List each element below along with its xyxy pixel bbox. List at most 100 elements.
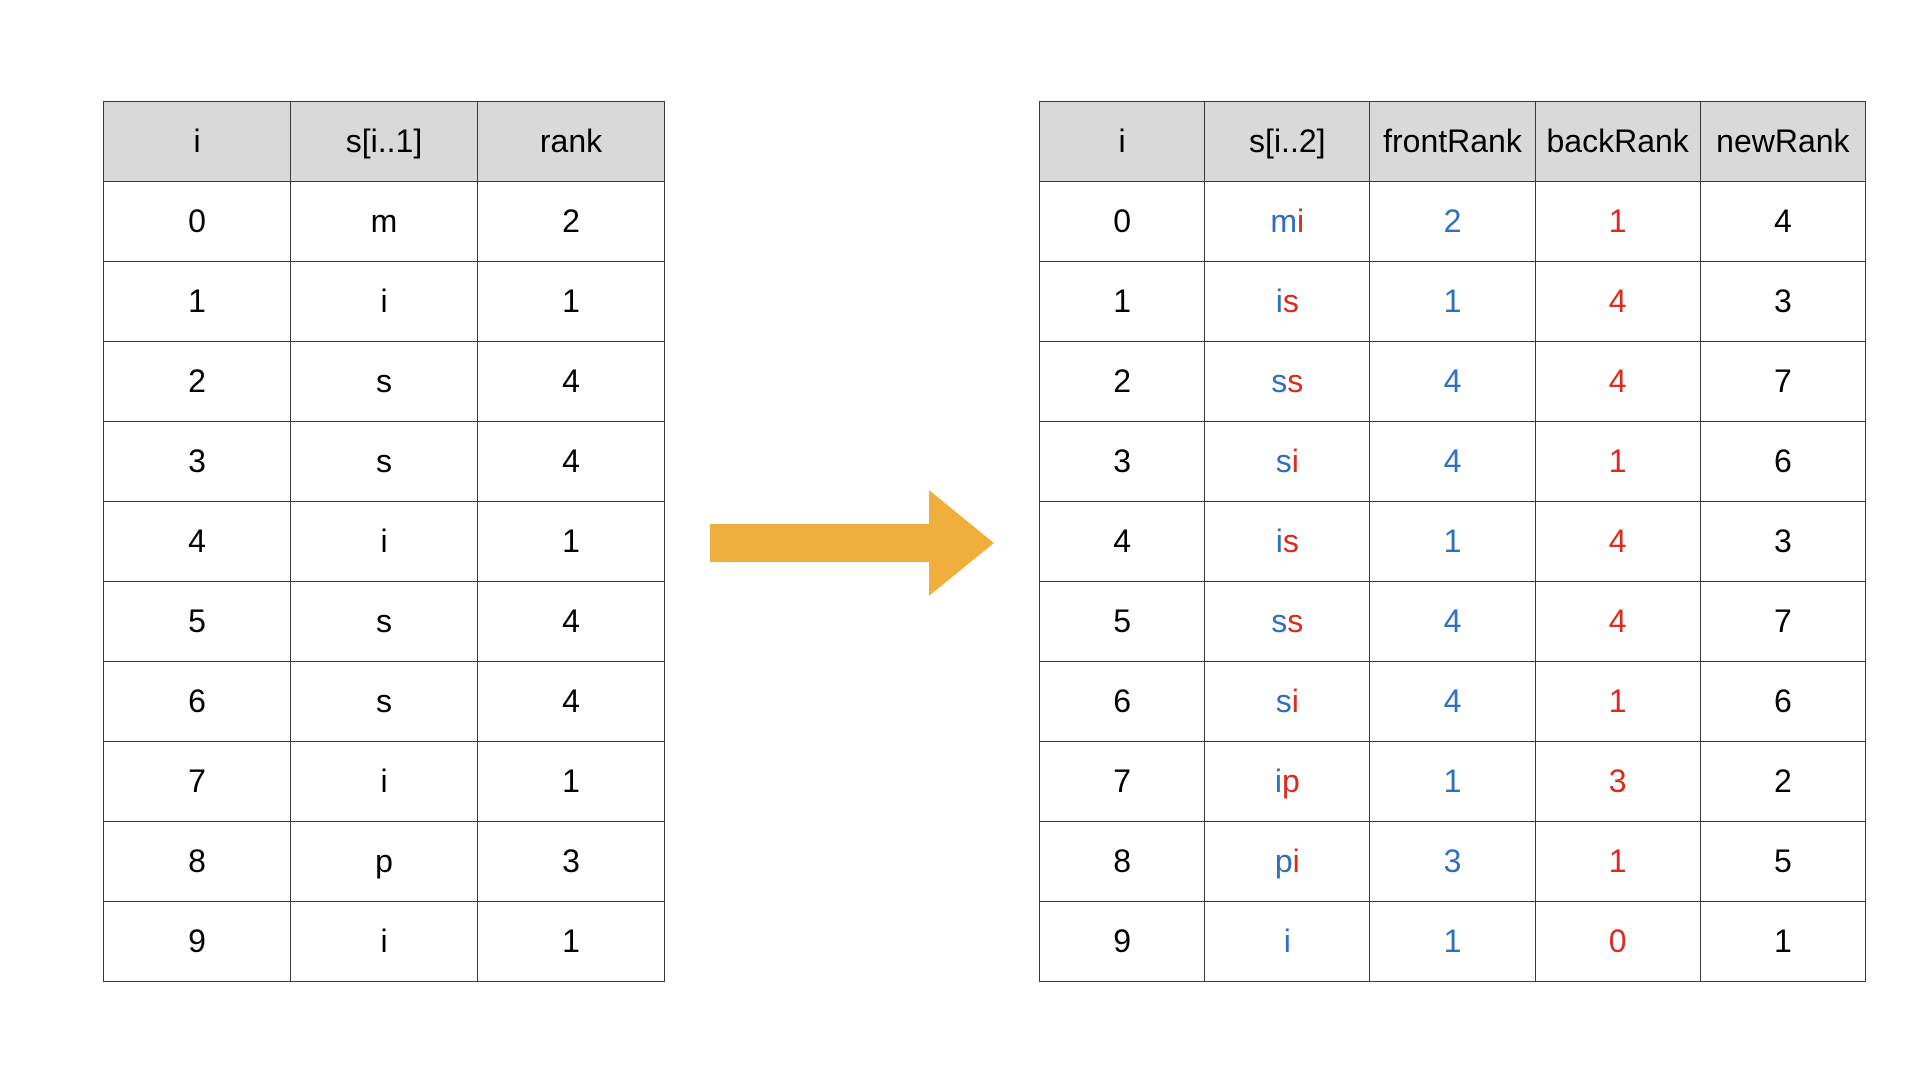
back-char: s	[1282, 283, 1299, 319]
front-rank-cell: 4	[1369, 581, 1536, 662]
substring-cell: is	[1204, 261, 1371, 342]
index-cell: 9	[103, 901, 291, 982]
index-cell: 6	[103, 661, 291, 742]
substring-cell: ss	[1204, 341, 1371, 422]
table-header-row: i s[i..2] frontRank backRank newRank	[1038, 101, 1866, 182]
index-cell: 3	[1038, 421, 1206, 502]
back-rank-cell: 1	[1534, 421, 1701, 502]
back-char: s	[1282, 523, 1299, 559]
substring-cell: s	[290, 661, 478, 742]
table-row: 6 si 4 1 6	[1038, 661, 1866, 742]
new-rank-cell: 3	[1699, 261, 1866, 342]
rank-cell: 3	[477, 821, 665, 902]
back-char: s	[1287, 363, 1304, 399]
table-row: 0 mi 2 1 4	[1038, 181, 1866, 262]
new-rank-cell: 6	[1699, 661, 1866, 742]
front-char: s	[1275, 443, 1292, 479]
rank-cell: 1	[477, 501, 665, 582]
substring-cell: m	[290, 181, 478, 262]
substring-cell: ss	[1204, 581, 1371, 662]
table-row: 3 si 4 1 6	[1038, 421, 1866, 502]
front-rank-cell: 4	[1369, 341, 1536, 422]
new-rank-cell: 3	[1699, 501, 1866, 582]
table-row: 1 is 1 4 3	[1038, 261, 1866, 342]
index-cell: 8	[1038, 821, 1206, 902]
back-rank-cell: 1	[1534, 661, 1701, 742]
index-cell: 5	[1038, 581, 1206, 662]
rank-cell: 1	[477, 261, 665, 342]
table-header-row: i s[i..1] rank	[103, 101, 665, 182]
index-cell: 4	[103, 501, 291, 582]
rank-cell: 4	[477, 661, 665, 742]
header-substring: s[i..1]	[290, 101, 478, 182]
front-char: i	[1283, 923, 1291, 959]
substring-cell: s	[290, 581, 478, 662]
back-char: i	[1292, 843, 1300, 879]
index-cell: 1	[103, 261, 291, 342]
index-cell: 0	[1038, 181, 1206, 262]
back-char: i	[1291, 683, 1299, 719]
front-rank-cell: 1	[1369, 261, 1536, 342]
index-cell: 8	[103, 821, 291, 902]
header-i: i	[1038, 101, 1206, 182]
back-char: i	[1291, 443, 1299, 479]
front-char: s	[1275, 683, 1292, 719]
rank-cell: 1	[477, 901, 665, 982]
rank-cell: 1	[477, 741, 665, 822]
back-rank-cell: 1	[1534, 181, 1701, 262]
back-char: p	[1281, 763, 1300, 799]
new-rank-cell: 2	[1699, 741, 1866, 822]
new-rank-cell: 4	[1699, 181, 1866, 262]
table-row: 8 pi 3 1 5	[1038, 821, 1866, 902]
front-char: i	[1275, 523, 1283, 559]
index-cell: 5	[103, 581, 291, 662]
index-cell: 6	[1038, 661, 1206, 742]
rank-cell: 4	[477, 421, 665, 502]
front-char: p	[1274, 843, 1293, 879]
new-rank-cell: 5	[1699, 821, 1866, 902]
substring-cell: is	[1204, 501, 1371, 582]
rank-cell: 2	[477, 181, 665, 262]
front-char: i	[1274, 763, 1282, 799]
substring-cell: si	[1204, 661, 1371, 742]
front-rank-cell: 4	[1369, 421, 1536, 502]
index-cell: 7	[1038, 741, 1206, 822]
rank-cell: 4	[477, 581, 665, 662]
index-cell: 9	[1038, 901, 1206, 982]
table-row: 4 is 1 4 3	[1038, 501, 1866, 582]
substring-cell: pi	[1204, 821, 1371, 902]
right-arrow-icon	[710, 490, 994, 596]
header-i: i	[103, 101, 291, 182]
index-cell: 0	[103, 181, 291, 262]
substring-cell: ip	[1204, 741, 1371, 822]
index-cell: 1	[1038, 261, 1206, 342]
new-rank-cell: 7	[1699, 341, 1866, 422]
substring-cell: i	[1204, 901, 1371, 982]
substring-cell: si	[1204, 421, 1371, 502]
substring-cell: s	[290, 341, 478, 422]
back-rank-cell: 4	[1534, 581, 1701, 662]
back-rank-cell: 3	[1534, 741, 1701, 822]
back-rank-cell: 0	[1534, 901, 1701, 982]
back-rank-cell: 4	[1534, 261, 1701, 342]
back-char: s	[1287, 603, 1304, 639]
arrow-shape	[710, 490, 994, 596]
front-char: s	[1271, 603, 1288, 639]
substring-cell: i	[290, 261, 478, 342]
front-char: i	[1275, 283, 1283, 319]
rank-table-length-2: i s[i..2] frontRank backRank newRank 0 mi…	[1038, 101, 1866, 982]
front-rank-cell: 3	[1369, 821, 1536, 902]
substring-cell: p	[290, 821, 478, 902]
new-rank-cell: 6	[1699, 421, 1866, 502]
